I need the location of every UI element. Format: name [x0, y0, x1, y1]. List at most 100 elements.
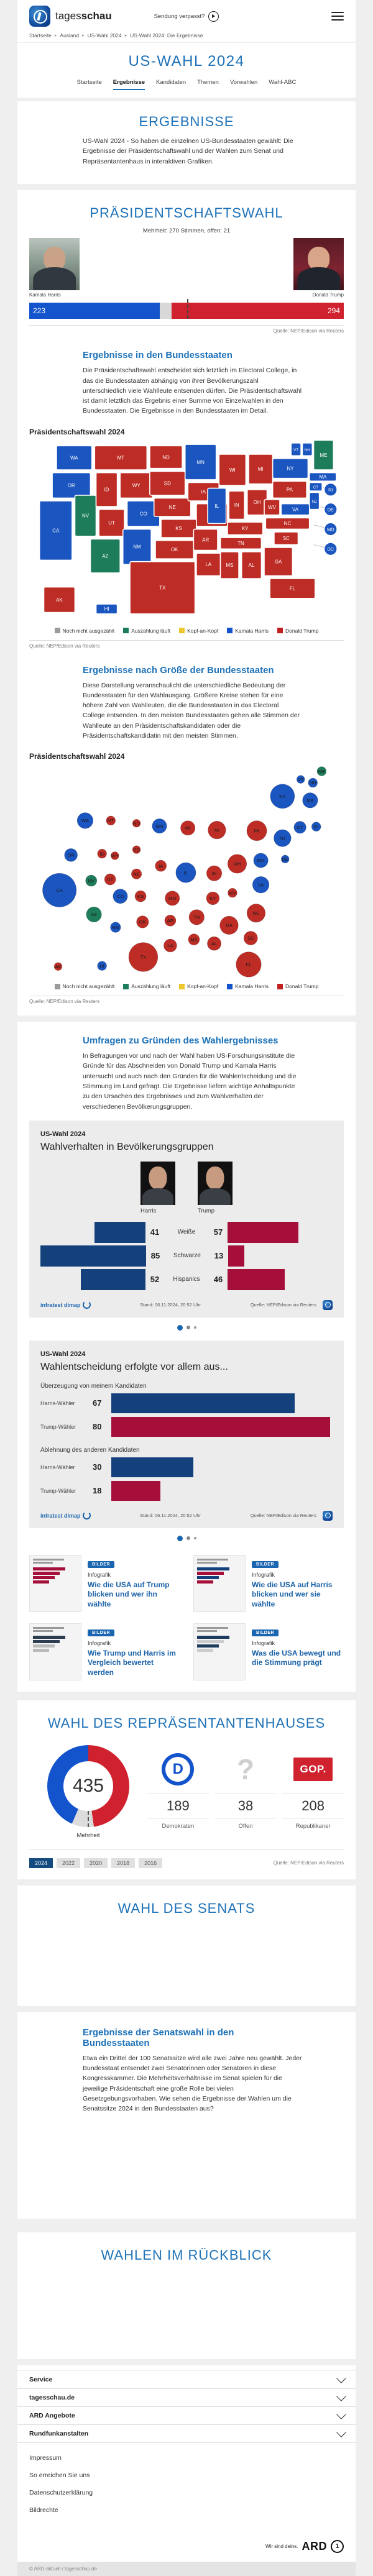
state-NV[interactable]: NV	[74, 494, 97, 537]
state-NM[interactable]: NM	[122, 528, 152, 565]
tab-kandidaten[interactable]: Kandidaten	[156, 79, 186, 86]
state-MS[interactable]: MS	[219, 551, 239, 579]
state-WV[interactable]: WV	[264, 498, 280, 516]
state-NH[interactable]: NH	[302, 442, 313, 456]
dot[interactable]	[186, 1326, 190, 1330]
teaser-card[interactable]: BILDER Infografik Wie Trump und Harris im …	[29, 1623, 180, 1680]
dot[interactable]	[193, 1537, 196, 1540]
bubble-IL[interactable]: IL	[175, 862, 196, 883]
play-icon[interactable]	[208, 11, 219, 22]
year-chip-2016[interactable]: 2016	[139, 1858, 163, 1868]
bubble-AK[interactable]: AK	[53, 962, 63, 971]
teaser-card[interactable]: BILDER Infografik Wie die USA auf Harris b…	[193, 1554, 344, 1612]
year-chip-2024[interactable]: 2024	[29, 1858, 53, 1868]
menu-icon[interactable]	[331, 12, 344, 21]
state-NC[interactable]: NC	[265, 517, 310, 529]
bubble-IN[interactable]: IN	[206, 865, 223, 881]
bubble-AL[interactable]: AL	[207, 937, 221, 951]
sendung-verpasst-link[interactable]: Sendung verpasst?	[137, 11, 236, 22]
bubble-NE[interactable]: NE	[131, 868, 142, 880]
tab-vorwahlen[interactable]: Vorwahlen	[229, 79, 258, 86]
bubble-TX[interactable]: TX	[128, 942, 159, 972]
state-NY[interactable]: NY	[272, 457, 309, 479]
teaser-title[interactable]: Wie Trump und Harris im Vergleich bewert…	[88, 1648, 176, 1677]
state-WA[interactable]: WA	[56, 445, 93, 470]
bubble-ND[interactable]: ND	[132, 819, 141, 828]
state-MN[interactable]: MN	[184, 443, 217, 480]
state-SC[interactable]: SC	[274, 531, 299, 545]
accordion-tagesschaude[interactable]: tagesschau.de	[17, 2389, 356, 2407]
accordion-rundfunkanstalten[interactable]: Rundfunkanstalten	[17, 2425, 356, 2443]
state-UT[interactable]: UT	[98, 508, 125, 537]
breadcrumb-item[interactable]: US-Wahl 2024: Die Ergebnisse	[130, 32, 203, 39]
state-AK[interactable]: AK	[43, 586, 76, 613]
bubble-KY[interactable]: KY	[206, 891, 220, 905]
bubble-WI[interactable]: WI	[180, 820, 196, 836]
bubble-KS[interactable]: KS	[134, 890, 147, 902]
bubble-CT[interactable]: CT	[293, 821, 306, 834]
state-WI[interactable]: WI	[218, 453, 247, 486]
state-KS[interactable]: KS	[160, 518, 197, 538]
year-chip-2020[interactable]: 2020	[84, 1858, 108, 1868]
bubble-NV[interactable]: NV	[85, 874, 98, 887]
bubble-PA[interactable]: PA	[246, 820, 267, 841]
state-AL[interactable]: AL	[241, 551, 262, 579]
bubble-GA[interactable]: GA	[219, 915, 239, 935]
bubble-CO[interactable]: CO	[113, 889, 128, 904]
state-ID[interactable]: ID	[95, 472, 118, 507]
dot-active[interactable]	[177, 1324, 183, 1331]
state-MT[interactable]: MT	[94, 445, 148, 470]
footer-link[interactable]: Impressum	[29, 2454, 62, 2462]
bubble-WY[interactable]: WY	[111, 851, 119, 860]
state-CA[interactable]: CA	[39, 500, 73, 561]
state-VA[interactable]: VA	[280, 503, 310, 516]
teaser-title[interactable]: Wie die USA auf Trump blicken und wer ih…	[88, 1580, 170, 1608]
state-OK[interactable]: OK	[155, 539, 195, 559]
tab-wahl-abc[interactable]: Wahl-ABC	[269, 79, 297, 86]
bubble-WA[interactable]: WA	[76, 812, 94, 829]
state-FL[interactable]: FL	[269, 577, 316, 599]
state-CT[interactable]: CT	[308, 482, 323, 492]
bubble-UT[interactable]: UT	[104, 873, 116, 886]
bubble-SC[interactable]: SC	[243, 931, 258, 946]
accordion-ardangebote[interactable]: ARD Angebote	[17, 2407, 356, 2425]
bubble-MA[interactable]: MA	[302, 792, 318, 809]
state-IN[interactable]: IN	[228, 490, 245, 520]
bubble-DE[interactable]: DE	[280, 855, 290, 864]
teaser-title[interactable]: Was die USA bewegt und die Stimmung präg…	[252, 1648, 341, 1667]
bubble-MT[interactable]: MT	[106, 815, 116, 826]
teaser-title[interactable]: Wie die USA auf Harris blicken und wer s…	[252, 1580, 333, 1608]
state-MD[interactable]: MD	[323, 522, 338, 536]
state-PA[interactable]: PA	[272, 480, 307, 498]
dot[interactable]	[186, 1536, 190, 1541]
state-ME[interactable]: ME	[313, 439, 334, 470]
bubble-cartogram[interactable]: ME VT NH NY MA CT RI WA MT ND MN WI MI PA NJ OR ID WY SD IA…	[31, 764, 342, 979]
state-AZ[interactable]: AZ	[90, 538, 121, 574]
bubble-HI[interactable]: HI	[97, 961, 107, 971]
bubble-MO[interactable]: MO	[165, 891, 180, 906]
tab-ergebnisse[interactable]: Ergebnisse	[113, 79, 145, 90]
dot[interactable]	[193, 1326, 196, 1329]
state-OR[interactable]: OR	[52, 472, 91, 498]
bubble-ME[interactable]: ME	[316, 766, 327, 776]
state-MA[interactable]: MA	[308, 472, 337, 482]
state-IL[interactable]: IL	[207, 487, 227, 524]
footer-link[interactable]: Datenschutzerklärung	[29, 2488, 93, 2496]
bubble-NC[interactable]: NC	[246, 904, 266, 923]
dot-active[interactable]	[177, 1535, 183, 1541]
bubble-WV[interactable]: WV	[228, 888, 237, 898]
bubble-MS[interactable]: MS	[188, 933, 200, 946]
state-GA[interactable]: GA	[264, 546, 293, 576]
bubble-MD[interactable]: MD	[253, 853, 269, 868]
bubble-LA[interactable]: LA	[163, 938, 177, 953]
bubble-MI[interactable]: MI	[208, 821, 226, 840]
bubble-NM[interactable]: NM	[110, 922, 121, 933]
breadcrumb-item[interactable]: Ausland	[60, 32, 80, 39]
bubble-OH[interactable]: OH	[227, 854, 247, 874]
bubble-NY[interactable]: NY	[270, 784, 295, 809]
year-chip-2018[interactable]: 2018	[111, 1858, 136, 1868]
state-AR[interactable]: AR	[193, 528, 218, 551]
bubble-OK[interactable]: OK	[136, 915, 149, 928]
state-RI[interactable]: RI	[323, 482, 338, 497]
bubble-ID[interactable]: ID	[97, 849, 107, 859]
